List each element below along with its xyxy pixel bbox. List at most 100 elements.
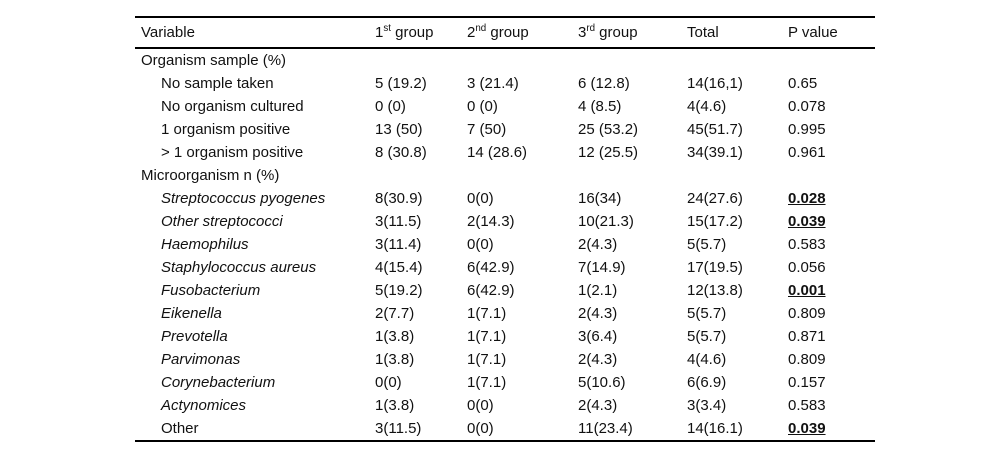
value-cell: 2(4.3) (578, 305, 618, 322)
value-cell: 5(5.7) (687, 328, 727, 345)
column-header-label: Variable (141, 24, 195, 41)
p-value-cell: 0.157 (788, 374, 826, 391)
row-label: No organism cultured (161, 98, 304, 115)
row-label: Prevotella (161, 328, 228, 345)
ordinal-superscript: nd (475, 23, 487, 34)
value-cell: 11(23.4) (578, 420, 633, 437)
value-cell: 12(13.8) (687, 282, 743, 299)
value-cell: 16(34) (578, 190, 622, 207)
value-cell: 4(15.4) (375, 259, 423, 276)
value-cell: 1(7.1) (467, 328, 507, 345)
value-cell: 2(7.7) (375, 305, 415, 322)
p-value-cell (788, 164, 875, 187)
value-cell: 14(16.1) (687, 420, 743, 437)
row-label: Actynomices (161, 397, 247, 414)
value-cell: 0(0) (467, 420, 494, 437)
value-cell: 4(4.6) (687, 351, 727, 368)
row-label: > 1 organism positive (161, 144, 304, 161)
column-header-group1: 1st group (375, 17, 467, 49)
row-label: No sample taken (161, 75, 274, 92)
value-cell: 15(17.2) (687, 213, 743, 230)
value-cell: 3(3.4) (687, 397, 727, 414)
column-header-group3: 3rd group (578, 17, 687, 49)
row-label: Streptococcus pyogenes (161, 190, 326, 207)
p-value-cell: 0.039 (788, 420, 826, 437)
value-cell: 3 (21.4) (467, 75, 519, 92)
value-cell: 5(19.2) (375, 282, 423, 299)
p-value-cell: 0.028 (788, 190, 826, 207)
value-cell: 7(14.9) (578, 259, 626, 276)
table-row: Corynebacterium 0(0) 1(7.1) 5(10.6) 6(6.9) 0.… (135, 371, 875, 394)
row-label: Microorganism n (%) (141, 167, 280, 184)
p-value-cell: 0.961 (788, 144, 826, 161)
row-label: Organism sample (%) (141, 52, 287, 69)
value-cell: 14 (28.6) (467, 144, 528, 161)
row-label: Other (161, 420, 199, 437)
row-label: Corynebacterium (161, 374, 276, 391)
table-row: No sample taken 5 (19.2) 3 (21.4) 6 (12.8) 1… (135, 72, 875, 95)
row-label: Other streptococci (161, 213, 283, 230)
table-row: Parvimonas 1(3.8) 1(7.1) 2(4.3) 4(4.6) 0.809 (135, 348, 875, 371)
value-cell: 8(30.9) (375, 190, 423, 207)
value-cell: 1(2.1) (578, 282, 618, 299)
value-cell: 13 (50) (375, 121, 423, 138)
value-cell: 1(7.1) (467, 305, 507, 322)
table-row: Other streptococci 3(11.5) 2(14.3) 10(21.3)… (135, 210, 875, 233)
value-cell: 14(16,1) (687, 75, 743, 92)
value-cell: 0(0) (467, 397, 494, 414)
value-cell: 6 (12.8) (578, 75, 630, 92)
table-row: Eikenella 2(7.7) 1(7.1) 2(4.3) 5(5.7) 0.809 (135, 302, 875, 325)
table-row: Staphylococcus aureus 4(15.4) 6(42.9) 7(14.… (135, 256, 875, 279)
value-cell: 0 (0) (375, 98, 406, 115)
value-cell: 1(3.8) (375, 328, 415, 345)
column-header-pvalue: P value (788, 17, 875, 49)
column-header-group2: 2nd group (467, 17, 578, 49)
value-cell: 3(11.5) (375, 213, 422, 230)
value-cell: 12 (25.5) (578, 144, 639, 161)
value-cell: 10(21.3) (578, 213, 634, 230)
row-label: Fusobacterium (161, 282, 261, 299)
column-header-total: Total (687, 17, 788, 49)
table-row: > 1 organism positive 8 (30.8) 14 (28.6) 12… (135, 141, 875, 164)
value-cell (467, 48, 578, 72)
table-row: Other 3(11.5) 0(0) 11(23.4) 14(16.1) 0.039 (135, 417, 875, 441)
table-row: Streptococcus pyogenes 8(30.9) 0(0) 16(34) 2… (135, 187, 875, 210)
value-cell: 1(7.1) (467, 374, 507, 391)
value-cell: 25 (53.2) (578, 121, 639, 138)
value-cell: 3(11.4) (375, 236, 422, 253)
value-cell: 3(6.4) (578, 328, 618, 345)
value-cell (467, 164, 578, 187)
table-row: Prevotella 1(3.8) 1(7.1) 3(6.4) 5(5.7) 0.871 (135, 325, 875, 348)
value-cell: 0(0) (375, 374, 402, 391)
value-cell (375, 164, 467, 187)
row-label: Staphylococcus aureus (161, 259, 317, 276)
value-cell: 5(10.6) (578, 374, 626, 391)
p-value-cell: 0.583 (788, 236, 826, 253)
value-cell: 5(5.7) (687, 305, 727, 322)
row-label: Parvimonas (161, 351, 241, 368)
value-cell: 5(5.7) (687, 236, 727, 253)
p-value-cell: 0.809 (788, 305, 826, 322)
column-header-label: Total (687, 24, 719, 41)
value-cell: 2(4.3) (578, 351, 618, 368)
column-header-label: P value (788, 24, 838, 41)
p-value-cell: 0.583 (788, 397, 826, 414)
value-cell (687, 48, 788, 72)
value-cell: 8 (30.8) (375, 144, 427, 161)
column-header-variable: Variable (135, 17, 375, 49)
value-cell: 3(11.5) (375, 420, 422, 437)
table-row: 1 organism positive 13 (50) 7 (50) 25 (53.2… (135, 118, 875, 141)
p-value-cell (788, 48, 875, 72)
table-row: Haemophilus 3(11.4) 0(0) 2(4.3) 5(5.7) 0.583 (135, 233, 875, 256)
p-value-cell: 0.871 (788, 328, 826, 345)
value-cell: 4 (8.5) (578, 98, 622, 115)
value-cell: 6(6.9) (687, 374, 727, 391)
row-label: Eikenella (161, 305, 222, 322)
ordinal-superscript: st (383, 23, 391, 34)
table-row: Microorganism n (%) (135, 164, 875, 187)
row-label: 1 organism positive (161, 121, 291, 138)
value-cell (687, 164, 788, 187)
value-cell: 17(19.5) (687, 259, 743, 276)
value-cell: 45(51.7) (687, 121, 743, 138)
